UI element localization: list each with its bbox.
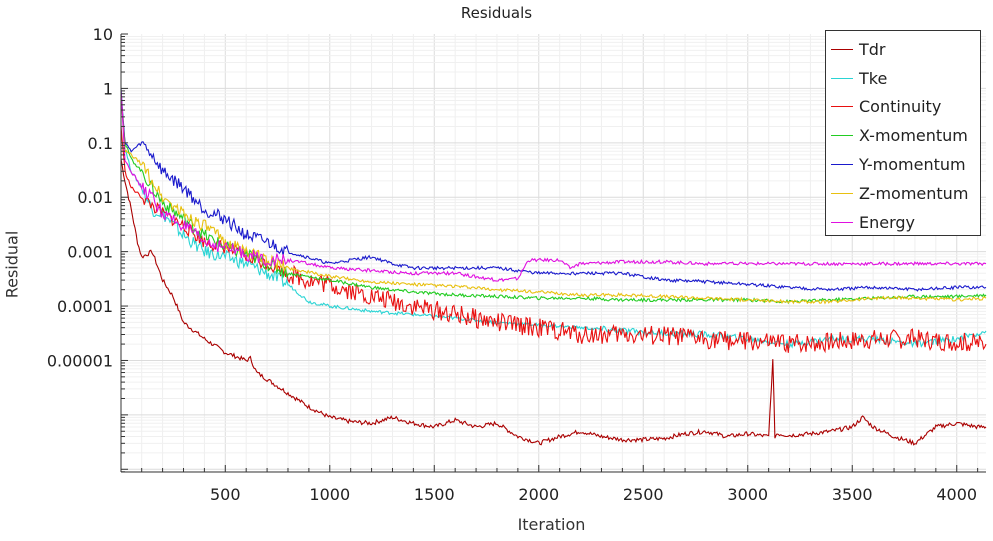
legend-item-tke: Tke [826, 64, 980, 93]
chart-title: Residuals [460, 4, 533, 22]
series-line-y-momentum [120, 88, 987, 292]
series-layer [120, 88, 987, 446]
legend-swatch [831, 48, 853, 50]
chart-legend: Tdr Tke Continuity X-momentum Y-momentum Z-mo… [825, 30, 981, 236]
legend-label: X-momentum [859, 126, 968, 146]
legend-label: Y-momentum [859, 155, 966, 175]
x-tick-label: 2500 [623, 485, 664, 504]
x-tick-label: 3500 [832, 485, 873, 504]
x-tick-label: 3000 [727, 485, 768, 504]
y-tick-label: 10 [93, 25, 113, 44]
chart-axes [120, 34, 986, 473]
x-tick-label: 4000 [936, 485, 977, 504]
series-line-continuity [120, 126, 987, 354]
y-tick-label: 0.1 [88, 134, 113, 153]
legend-label: Tke [859, 68, 888, 88]
legend-item-tdr: Tdr [826, 35, 980, 64]
legend-label: Energy [859, 212, 916, 232]
legend-swatch [831, 192, 853, 194]
legend-swatch [831, 221, 853, 223]
series-line-energy [120, 90, 987, 283]
y-tick-label: 1 [103, 79, 113, 98]
y-axis-label: Residual [2, 230, 22, 299]
legend-item-energy: Energy [826, 208, 980, 237]
legend-swatch [831, 106, 853, 108]
x-tick-label: 500 [210, 485, 241, 504]
axis-ticks: 500 1000 1500 2000 2500 3000 3500 4000 10 1 0.1 0.0… [47, 25, 979, 504]
y-tick-label: 0.001 [67, 243, 113, 262]
x-axis-label: Iteration [517, 515, 586, 534]
legend-item-z-momentum: Z-momentum [826, 179, 980, 208]
legend-label: Z-momentum [859, 183, 969, 203]
legend-item-y-momentum: Y-momentum [826, 150, 980, 179]
legend-item-x-momentum: X-momentum [826, 121, 980, 150]
legend-swatch [831, 164, 853, 166]
series-line-z-momentum [120, 94, 987, 305]
x-tick-label: 2000 [518, 485, 559, 504]
series-line-tdr [120, 159, 987, 446]
legend-swatch [831, 77, 853, 79]
legend-swatch [831, 135, 853, 137]
x-tick-label: 1500 [414, 485, 455, 504]
y-tick-label: 0.00001 [47, 351, 113, 370]
legend-label: Continuity [859, 97, 942, 117]
legend-label: Tdr [859, 39, 886, 59]
legend-item-continuity: Continuity [826, 93, 980, 122]
y-tick-label: 0.01 [77, 188, 113, 207]
y-tick-label: 0.0001 [57, 297, 113, 316]
x-tick-label: 1000 [309, 485, 350, 504]
